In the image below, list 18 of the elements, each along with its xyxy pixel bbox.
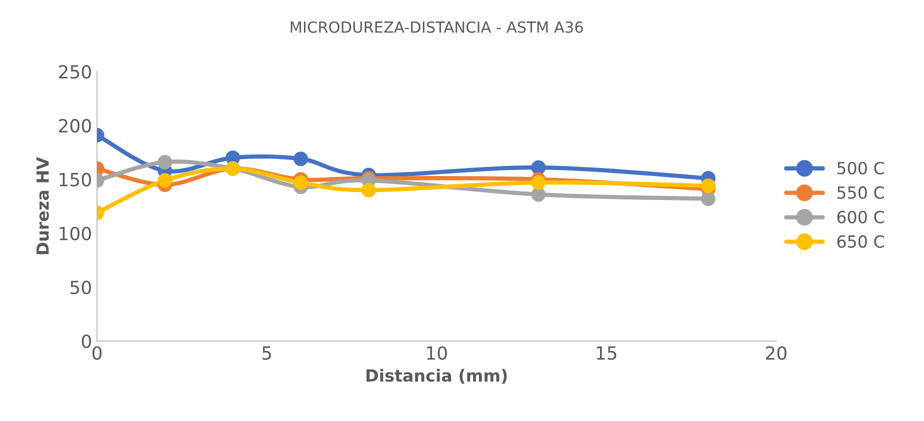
x-tick-label: 0 <box>92 346 102 360</box>
legend-label: 500 C <box>837 162 884 174</box>
y-tick-label: 50 <box>70 280 91 294</box>
chart-title: MICRODUREZA-DISTANCIA - ASTM A36 <box>290 21 583 33</box>
x-tick-label: 15 <box>596 346 616 360</box>
x-tick-label: 20 <box>766 346 786 360</box>
x-tick-label: 5 <box>262 346 271 360</box>
legend-label: 650 C <box>837 235 884 248</box>
legend-label: 550 C <box>837 186 884 199</box>
y-tick-label: 200 <box>59 118 91 133</box>
legend-label: 600 C <box>837 210 884 224</box>
y-tick-label: 100 <box>60 226 91 240</box>
y-tick-label: 150 <box>60 172 91 186</box>
y-tick-label: 250 <box>59 65 91 79</box>
x-axis-title: Distancia (mm) <box>366 368 507 384</box>
x-tick-label: 10 <box>427 346 447 360</box>
y-tick-label: 0 <box>82 334 91 348</box>
y-axis-title: Dureza HV <box>36 156 49 254</box>
